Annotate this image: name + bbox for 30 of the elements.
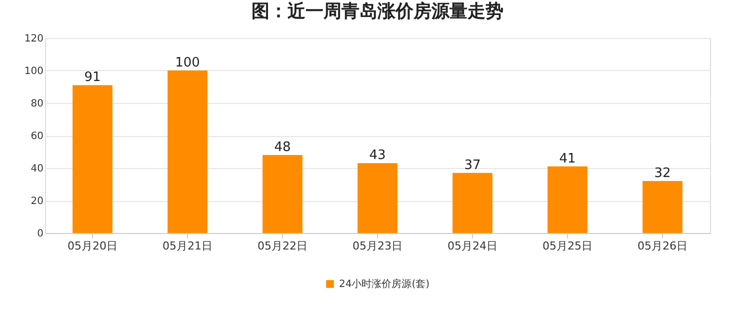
x-tick-label: 05月22日	[258, 240, 308, 252]
y-tick-label: 0	[37, 228, 44, 240]
x-tick-label: 05月25日	[542, 240, 592, 252]
data-label: 48	[274, 140, 291, 155]
x-tick-label: 05月21日	[162, 240, 212, 252]
y-tick-label: 120	[24, 34, 44, 44]
x-tick-label: 05月26日	[638, 240, 688, 252]
bar	[72, 85, 112, 233]
bar	[548, 166, 588, 233]
y-tick-label: 100	[24, 66, 44, 77]
data-label: 41	[559, 151, 576, 166]
x-tick-label: 05月24日	[448, 240, 498, 252]
bar	[168, 70, 208, 233]
data-label: 43	[369, 148, 386, 164]
data-label: 91	[84, 70, 101, 86]
bar	[642, 181, 682, 233]
x-tick-label: 05月23日	[352, 240, 402, 252]
data-label: 32	[654, 166, 671, 181]
legend-label: 24小时涨价房源(套)	[339, 278, 430, 290]
y-tick-label: 60	[30, 131, 44, 142]
bar	[452, 172, 492, 233]
y-tick-label: 80	[30, 98, 44, 110]
chart-title: 图：近一周青岛涨价房源量走势	[252, 1, 504, 22]
y-tick-label: 40	[30, 164, 44, 174]
y-tick-label: 20	[30, 196, 44, 207]
data-label: 100	[175, 56, 200, 70]
x-tick-label: 05月20日	[68, 240, 118, 252]
data-label: 37	[464, 158, 481, 173]
bar	[262, 155, 302, 233]
bar	[358, 163, 398, 233]
